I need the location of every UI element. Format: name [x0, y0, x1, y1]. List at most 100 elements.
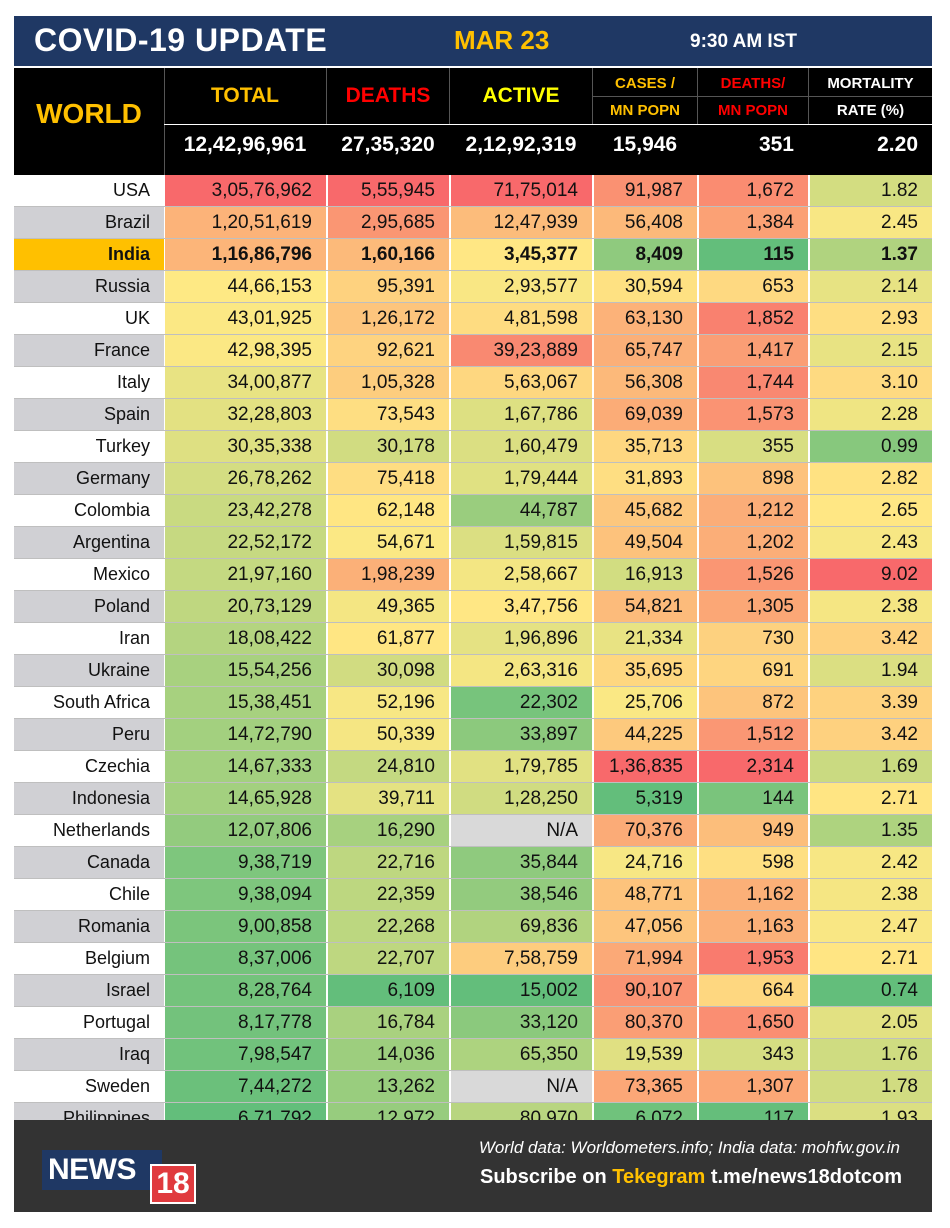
cell-mortality: 3.42	[809, 623, 932, 654]
cell-total: 8,17,778	[164, 1007, 326, 1038]
cell-cases-mn: 24,716	[593, 847, 697, 878]
cell-deaths-mn: 653	[698, 271, 808, 302]
cell-deaths-mn: 1,650	[698, 1007, 808, 1038]
table-row: South Africa 15,38,451 52,196 22,302 25,706 8…	[14, 687, 932, 719]
cell-deaths: 1,26,172	[327, 303, 449, 334]
cell-total: 1,20,51,619	[164, 207, 326, 238]
world-mortality: 2.20	[877, 133, 918, 156]
table-row: Argentina 22,52,172 54,671 1,59,815 49,504 1,…	[14, 527, 932, 559]
header-active: ACTIVE	[482, 84, 560, 107]
cell-deaths: 39,711	[327, 783, 449, 814]
table-row: Romania 9,00,858 22,268 69,836 47,056 1,163 2.…	[14, 911, 932, 943]
cell-mortality: 2.14	[809, 271, 932, 302]
cell-cases-mn: 71,994	[593, 943, 697, 974]
header-divider	[593, 96, 932, 97]
news18-logo: NEWS 18	[42, 1150, 196, 1204]
cell-active: 3,47,756	[450, 591, 592, 622]
table-row: Netherlands 12,07,806 16,290 N/A 70,376 949 1.…	[14, 815, 932, 847]
cell-deaths-mn: 1,672	[698, 175, 808, 206]
cell-deaths: 16,784	[327, 1007, 449, 1038]
cell-deaths: 95,391	[327, 271, 449, 302]
page-title: COVID-19 UPDATE	[34, 22, 328, 58]
table-row: Iraq 7,98,547 14,036 65,350 19,539 343 1.76	[14, 1039, 932, 1071]
world-active: 2,12,92,319	[465, 133, 577, 156]
table-row: Ukraine 15,54,256 30,098 2,63,316 35,695 691 1…	[14, 655, 932, 687]
cell-deaths: 22,716	[327, 847, 449, 878]
cell-active: 33,120	[450, 1007, 592, 1038]
subscribe-platform: Tekegram	[612, 1166, 706, 1188]
cell-deaths: 22,268	[327, 911, 449, 942]
cell-active: 4,81,598	[450, 303, 592, 334]
world-label: WORLD	[36, 98, 142, 129]
table-row: Israel 8,28,764 6,109 15,002 90,107 664 0.74	[14, 975, 932, 1007]
country-name: Italy	[14, 367, 164, 398]
cell-total: 26,78,262	[164, 463, 326, 494]
cell-cases-mn: 80,370	[593, 1007, 697, 1038]
country-name: Indonesia	[14, 783, 164, 814]
cell-active: N/A	[450, 1071, 592, 1102]
cell-deaths: 1,05,328	[327, 367, 449, 398]
cell-deaths-mn: 898	[698, 463, 808, 494]
table-row: Mexico 21,97,160 1,98,239 2,58,667 16,913 1,5…	[14, 559, 932, 591]
cell-deaths: 5,55,945	[327, 175, 449, 206]
table-row: Portugal 8,17,778 16,784 33,120 80,370 1,650 2…	[14, 1007, 932, 1039]
world-deaths: 27,35,320	[341, 133, 435, 156]
infographic: COVID-19 UPDATE MAR 23 9:30 AM IST WORLD…	[14, 16, 932, 1212]
cell-deaths-mn: 115	[698, 239, 808, 270]
header-divider	[326, 68, 327, 124]
cell-mortality: 9.02	[809, 559, 932, 590]
table-row: Brazil 1,20,51,619 2,95,685 12,47,939 56,408…	[14, 207, 932, 239]
cell-deaths: 54,671	[327, 527, 449, 558]
country-name: Poland	[14, 591, 164, 622]
cell-active: 33,897	[450, 719, 592, 750]
country-name: Canada	[14, 847, 164, 878]
cell-total: 3,05,76,962	[164, 175, 326, 206]
cell-mortality: 2.05	[809, 1007, 932, 1038]
cell-total: 9,38,094	[164, 879, 326, 910]
cell-total: 20,73,129	[164, 591, 326, 622]
cell-deaths: 6,109	[327, 975, 449, 1006]
cell-cases-mn: 16,913	[593, 559, 697, 590]
header-divider	[164, 124, 932, 125]
country-name: Brazil	[14, 207, 164, 238]
table-row: Iran 18,08,422 61,877 1,96,896 21,334 730 3.42	[14, 623, 932, 655]
cell-cases-mn: 35,695	[593, 655, 697, 686]
cell-cases-mn: 91,987	[593, 175, 697, 206]
cell-mortality: 2.82	[809, 463, 932, 494]
cell-deaths: 24,810	[327, 751, 449, 782]
cell-active: 71,75,014	[450, 175, 592, 206]
cell-total: 1,16,86,796	[164, 239, 326, 270]
cell-deaths: 1,60,166	[327, 239, 449, 270]
cell-deaths: 50,339	[327, 719, 449, 750]
cell-active: 69,836	[450, 911, 592, 942]
cell-deaths-mn: 598	[698, 847, 808, 878]
subscribe-link[interactable]: t.me/news18dotcom	[710, 1166, 902, 1188]
cell-total: 21,97,160	[164, 559, 326, 590]
table-row: UK 43,01,925 1,26,172 4,81,598 63,130 1,852 2.…	[14, 303, 932, 335]
update-time: 9:30 AM IST	[690, 31, 797, 52]
cell-active: 38,546	[450, 879, 592, 910]
world-total: 12,42,96,961	[183, 133, 307, 156]
cell-mortality: 2.65	[809, 495, 932, 526]
cell-deaths: 13,262	[327, 1071, 449, 1102]
cell-deaths: 2,95,685	[327, 207, 449, 238]
cell-active: 1,67,786	[450, 399, 592, 430]
cell-mortality: 1.78	[809, 1071, 932, 1102]
cell-total: 15,54,256	[164, 655, 326, 686]
cell-cases-mn: 48,771	[593, 879, 697, 910]
cell-cases-mn: 56,408	[593, 207, 697, 238]
country-name: Netherlands	[14, 815, 164, 846]
cell-deaths-mn: 1,744	[698, 367, 808, 398]
cell-mortality: 3.42	[809, 719, 932, 750]
header-total: TOTAL	[210, 84, 280, 107]
cell-deaths-mn: 730	[698, 623, 808, 654]
cell-mortality: 2.42	[809, 847, 932, 878]
country-name: Belgium	[14, 943, 164, 974]
cell-active: 7,58,759	[450, 943, 592, 974]
country-name: South Africa	[14, 687, 164, 718]
cell-total: 7,98,547	[164, 1039, 326, 1070]
cell-active: 22,302	[450, 687, 592, 718]
footer: NEWS 18 World data: Worldometers.info; I…	[14, 1120, 932, 1212]
logo-text: NEWS	[48, 1153, 137, 1186]
title-banner: COVID-19 UPDATE MAR 23 9:30 AM IST	[14, 16, 932, 66]
